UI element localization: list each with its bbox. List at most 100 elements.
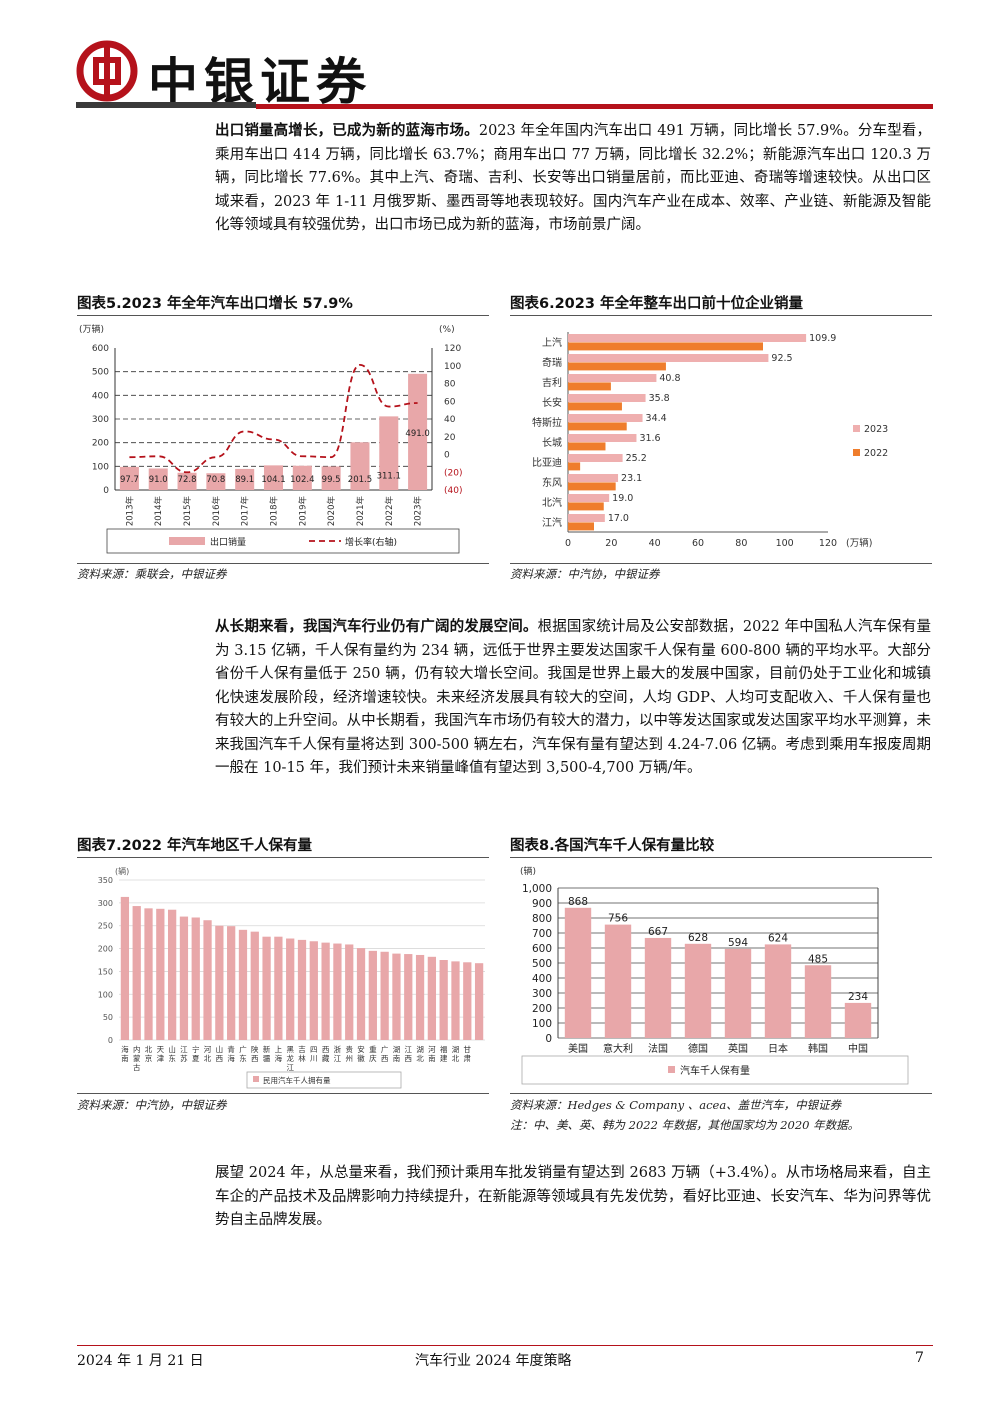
paragraph-longterm-lead: 从长期来看，我国汽车行业仍有广阔的发展空间。 <box>215 619 538 635</box>
x-tick-label: 林 <box>298 1053 306 1063</box>
x-tick-label: 黑 <box>286 1045 294 1054</box>
figure6-bottom-rule <box>510 563 932 564</box>
bar-value-label: 91.0 <box>149 475 168 485</box>
bar-value-label: 667 <box>648 926 668 938</box>
y-tick-label: 300 <box>98 899 113 908</box>
region-bar <box>415 954 425 1040</box>
bar-2022 <box>568 382 611 391</box>
x-tick-label: 广 <box>239 1044 247 1054</box>
bar-value-label: 624 <box>768 932 788 944</box>
x-tick-label: 2023年 <box>413 496 424 527</box>
right-tick-label: 80 <box>444 380 456 390</box>
figure6-source: 资料来源：中汽协，中银证券 <box>510 567 660 581</box>
region-bar <box>191 917 200 1040</box>
bar-value-label: 19.0 <box>612 493 633 504</box>
x-tick-label: 40 <box>649 538 661 549</box>
bar-2022 <box>568 362 666 371</box>
region-bar <box>463 962 472 1040</box>
bar-value-label: 70.8 <box>206 475 225 485</box>
x-tick-label: 河 <box>204 1045 212 1054</box>
paragraph-longterm: 从长期来看，我国汽车行业仍有广阔的发展空间。根据国家统计局及公安部数据，2022… <box>215 616 931 781</box>
right-tick-label: 40 <box>444 415 456 425</box>
right-tick-label: 120 <box>444 344 461 354</box>
x-tick-label: 江 <box>405 1045 413 1054</box>
category-label: 比亚迪 <box>532 457 562 469</box>
page-number: 7 <box>915 1350 924 1366</box>
figure8-note: 注：中、美、英、韩为 2022 年数据，其他国家均为 2020 年数据。 <box>510 1118 860 1132</box>
bar-value-label: 201.5 <box>348 475 372 485</box>
right-tick-label: (40) <box>444 486 462 496</box>
x-tick-label: 庆 <box>369 1053 377 1063</box>
x-tick-label: 英国 <box>728 1042 748 1055</box>
y-tick-label: 200 <box>98 945 113 954</box>
region-bar <box>215 925 224 1040</box>
x-tick-label: 德国 <box>688 1042 708 1055</box>
bar-value-label: 102.4 <box>290 475 314 485</box>
country-bar <box>604 924 632 1038</box>
bar-value-label: 234 <box>848 991 868 1003</box>
x-tick-label: 肃 <box>464 1053 472 1063</box>
y-tick-label: 250 <box>98 922 113 931</box>
x-tick-label: 西 <box>381 1054 389 1063</box>
category-label: 东风 <box>542 476 562 489</box>
bar-value-label: 491.0 <box>405 429 429 439</box>
export-bar <box>235 468 255 490</box>
x-tick-label: 徽 <box>357 1053 365 1063</box>
paragraph-export-body: 2023 年全年国内汽车出口 491 万辆，同比增长 57.9%。分车型看，乘用… <box>215 123 932 233</box>
category-label: 上汽 <box>542 336 562 349</box>
legend-box <box>106 528 460 554</box>
legend-swatch-2022 <box>853 449 860 456</box>
x-tick-label: 津 <box>157 1054 165 1063</box>
y-axis-unit: (辆) <box>115 866 129 876</box>
figure6-title: 图表6.2023 年全年整车出口前十位企业销量 <box>510 296 804 312</box>
x-tick-label: 山 <box>168 1044 176 1054</box>
x-tick-label: 吉 <box>298 1045 306 1054</box>
x-tick-label: 新 <box>263 1044 271 1054</box>
x-tick-label: 京 <box>145 1053 153 1063</box>
region-bar <box>356 948 366 1040</box>
figure7-chart: (辆)050100150200250300350海南内蒙古北京天津山东江苏宁夏河… <box>98 866 485 1089</box>
x-tick-label: 湖 <box>393 1045 401 1054</box>
paragraph-outlook: 展望 2024 年，从总量来看，我们预计乘用车批发销量有望达到 2683 万辆（… <box>215 1162 931 1233</box>
region-bar <box>274 936 283 1040</box>
figure8-chart: (辆) 0 100 200 300 400 500 600 700 800 900 1,000 868 美… <box>520 865 909 1085</box>
left-tick-label: 600 <box>92 344 109 354</box>
x-tick-label: 湖 <box>416 1045 424 1054</box>
x-tick-label: 东 <box>239 1053 247 1063</box>
region-bar <box>203 920 212 1040</box>
right-tick-label: 20 <box>444 433 456 443</box>
x-tick-label: 四 <box>310 1045 318 1054</box>
x-tick-label: 重 <box>369 1045 377 1054</box>
legend-swatch <box>668 1066 675 1073</box>
x-tick-label: 西 <box>322 1045 330 1054</box>
y-tick-label: 0 <box>108 1036 113 1045</box>
figure7-top-rule <box>77 857 489 858</box>
y-tick-label: 200 <box>532 1003 552 1015</box>
bar-value-label: 868 <box>568 896 588 908</box>
x-tick-label: 江 <box>334 1054 342 1063</box>
bar-value-label: 17.0 <box>608 513 629 524</box>
x-axis-unit: (万辆) <box>846 537 872 549</box>
x-tick-label: 北 <box>452 1054 460 1063</box>
x-tick-label: 安 <box>357 1044 365 1054</box>
legend-swatch-2023 <box>853 425 860 432</box>
legend-swatch-export <box>169 537 205 545</box>
country-bar <box>644 937 672 1038</box>
category-label: 江汽 <box>542 516 562 529</box>
export-bar <box>177 472 197 490</box>
bar-value-label: 594 <box>728 937 748 949</box>
region-bar <box>144 908 153 1040</box>
bar-value-label: 34.4 <box>646 413 667 424</box>
x-tick-label: 西 <box>251 1054 259 1063</box>
x-tick-label: 湖 <box>452 1045 460 1054</box>
bar-2023 <box>568 454 623 462</box>
region-bar <box>297 939 307 1040</box>
legend-label-2023: 2023 <box>864 424 888 435</box>
right-axis-unit: (%) <box>439 325 455 335</box>
x-tick-label: 南 <box>428 1053 436 1063</box>
y-tick-label: 800 <box>532 913 552 925</box>
country-bar <box>804 965 832 1038</box>
bar-value-label: 89.1 <box>235 475 254 485</box>
x-tick-label: 2019年 <box>297 496 308 527</box>
region-bar <box>368 950 377 1040</box>
